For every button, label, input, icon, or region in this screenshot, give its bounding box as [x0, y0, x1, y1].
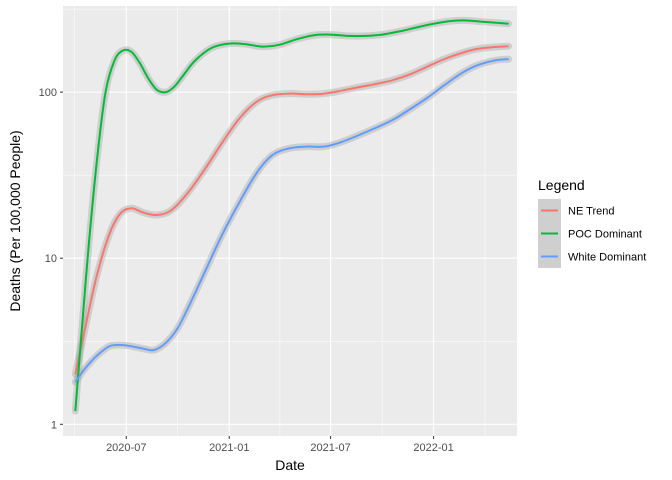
minor-gridlines	[63, 6, 517, 436]
plot-panel	[63, 6, 517, 436]
legend-title: Legend	[538, 177, 585, 193]
legend-label: POC Dominant	[568, 229, 642, 241]
major-gridlines	[63, 6, 517, 436]
y-tick-label: 10	[45, 253, 57, 265]
legend-label: NE Trend	[568, 206, 614, 218]
x-axis-title: Date	[275, 457, 305, 473]
legend: Legend NE Trend POC Dominant White Dominan…	[538, 177, 646, 268]
x-tick-label: 2021-07	[310, 442, 350, 454]
ne-trend-line	[74, 45, 509, 375]
y-tick-label: 1	[51, 419, 57, 431]
white-dominant-line	[74, 58, 509, 383]
y-tick-label: 100	[39, 87, 57, 99]
x-tick-label: 2020-07	[106, 442, 146, 454]
legend-item-poc-dominant: POC Dominant	[538, 222, 642, 245]
series-lines	[74, 19, 509, 412]
legend-label: White Dominant	[568, 252, 646, 264]
x-axis: 2020-07 2021-01 2021-07 2022-01	[106, 436, 454, 454]
y-axis: 1 10 100	[39, 87, 63, 431]
x-tick-label: 2022-01	[413, 442, 453, 454]
legend-item-white-dominant: White Dominant	[538, 245, 646, 268]
x-tick-label: 2021-01	[209, 442, 249, 454]
legend-item-ne-trend: NE Trend	[538, 199, 614, 222]
poc-dominant-line	[74, 19, 509, 412]
y-axis-title: Deaths (Per 100,000 People)	[7, 130, 23, 311]
